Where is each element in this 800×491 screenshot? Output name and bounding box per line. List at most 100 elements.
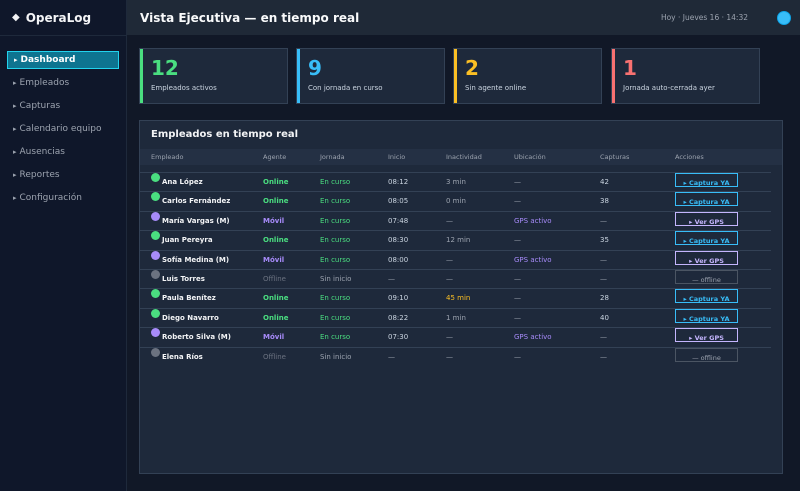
employee-name: Diego Navarro — [162, 313, 219, 322]
captures-count: 40 — [600, 313, 609, 322]
employee-name: Juan Pereyra — [162, 236, 213, 245]
idle-time: 0 min — [446, 197, 466, 206]
sidebar-item-empleados[interactable]: ▸ Empleados — [7, 74, 119, 92]
table-row: Ana López Online En curso 08:12 3 min — 42 ▸ Ca… — [140, 172, 771, 191]
agent-status: Móvil — [263, 333, 285, 342]
avatar[interactable] — [777, 11, 791, 25]
location: — — [514, 197, 521, 206]
column-header: Jornada — [320, 153, 345, 161]
start-time: 08:12 — [388, 178, 409, 186]
chevron-right-icon: ▸ — [14, 56, 18, 64]
captures-count: 35 — [600, 236, 609, 245]
column-header: Agente — [263, 153, 287, 161]
stat-card: 1 Jornada auto-cerrada ayer — [611, 48, 760, 104]
employee-name: Ana López — [162, 178, 203, 186]
page-title: Vista Ejecutiva — en tiempo real — [140, 10, 360, 25]
agent-status: Online — [263, 178, 289, 186]
start-time: 09:10 — [388, 294, 409, 303]
view-gps-button[interactable]: ▸ Ver GPS — [675, 211, 738, 226]
agent-status: Offline — [263, 274, 286, 283]
brand[interactable]: ◆ OperaLog — [0, 0, 126, 36]
sidebar-item-calendario-equipo[interactable]: ▸ Calendario equipo — [7, 120, 119, 138]
captures-count: — — [600, 352, 607, 361]
sidebar-item-ausencias[interactable]: ▸ Ausencias — [7, 143, 119, 161]
sidebar-item-label: Calendario equipo — [19, 124, 102, 134]
idle-time: — — [446, 274, 453, 283]
location: — — [514, 274, 521, 283]
stat-card: 12 Empleados activos — [139, 48, 288, 104]
table-header: Empleado Agente Jornada Inicio Inactividad Ub… — [140, 149, 782, 165]
current-date: Hoy · Jueves 16 · 14:32 — [660, 13, 748, 22]
capture-now-button[interactable]: ▸ Captura YA — [675, 308, 738, 323]
sidebar-item-capturas[interactable]: ▸ Capturas — [7, 97, 119, 115]
table-row: Elena Ríos Offline Sin inicio — — — — — offline — [140, 346, 771, 366]
panel-title: Empleados en tiempo real — [151, 129, 299, 140]
location: GPS activo — [514, 333, 552, 342]
diamond-icon: ◆ — [12, 12, 20, 23]
view-gps-button[interactable]: ▸ Ver GPS — [675, 328, 738, 343]
sidebar-item-label: Dashboard — [20, 55, 76, 65]
shift-status: En curso — [320, 313, 351, 322]
idle-time: 1 min — [446, 313, 466, 322]
captures-count: — — [600, 255, 607, 264]
status-dot — [151, 347, 160, 357]
sidebar-item-label: Reportes — [19, 170, 60, 180]
stats-row: 12 Empleados activos 9 Con jornada en curso… — [139, 48, 761, 104]
shift-status: En curso — [320, 178, 351, 186]
status-dot — [151, 269, 160, 279]
sidebar-item-dashboard[interactable]: ▸ Dashboard — [7, 51, 119, 69]
idle-time: — — [446, 352, 453, 361]
table-row: Diego Navarro Online En curso 08:22 1 min — 40… — [140, 307, 771, 327]
stat-accent — [612, 49, 615, 103]
status-dot — [151, 192, 160, 202]
capture-now-button[interactable]: ▸ Captura YA — [675, 192, 738, 207]
topbar: Vista Ejecutiva — en tiempo real Hoy · J… — [127, 0, 800, 36]
stat-card: 9 Con jornada en curso — [296, 48, 445, 104]
shift-status: En curso — [320, 294, 351, 303]
chevron-right-icon: ▸ — [13, 148, 17, 156]
employees-panel: Empleados en tiempo real Empleado Agente J… — [139, 120, 783, 474]
agent-status: Online — [263, 313, 289, 322]
stat-value: 1 — [623, 56, 637, 80]
table-body: Ana López Online En curso 08:12 3 min — 42 ▸ Ca… — [140, 172, 782, 366]
capture-now-button[interactable]: ▸ Captura YA — [675, 231, 738, 246]
shift-status: En curso — [320, 236, 351, 245]
capture-now-button[interactable]: ▸ Captura YA — [675, 173, 738, 187]
table-row: Sofía Medina (M) Móvil En curso 08:00 — GPS a… — [140, 249, 771, 269]
idle-time: 12 min — [446, 236, 471, 245]
table-row: Luis Torres Offline Sin inicio — — — — — offlin… — [140, 268, 771, 288]
status-dot — [151, 289, 160, 299]
capture-now-button[interactable]: ▸ Captura YA — [675, 289, 738, 304]
location: — — [514, 236, 521, 245]
sidebar-item-label: Empleados — [19, 78, 70, 88]
chevron-right-icon: ▸ — [13, 102, 17, 110]
stat-card: 2 Sin agente online — [453, 48, 602, 104]
start-time: 07:48 — [388, 216, 409, 225]
view-gps-button[interactable]: ▸ Ver GPS — [675, 250, 738, 265]
agent-status: Online — [263, 294, 289, 303]
column-header: Acciones — [675, 153, 704, 161]
chevron-right-icon: ▸ — [13, 171, 17, 179]
status-dot — [151, 211, 160, 221]
start-time: — — [388, 274, 395, 283]
shift-status: Sin inicio — [320, 352, 352, 361]
start-time: 08:05 — [388, 197, 409, 206]
employee-name: Sofía Medina (M) — [162, 255, 230, 264]
status-dot — [151, 250, 160, 260]
sidebar-nav: ▸ Dashboard ▸ Empleados ▸ Capturas ▸ Calendario… — [0, 36, 126, 207]
chevron-right-icon: ▸ — [13, 125, 17, 133]
idle-time: — — [446, 255, 453, 264]
agent-status: Móvil — [263, 255, 285, 264]
agent-status: Online — [263, 236, 289, 245]
sidebar-item-label: Ausencias — [19, 147, 65, 157]
stat-label: Sin agente online — [465, 84, 527, 92]
sidebar-item-reportes[interactable]: ▸ Reportes — [7, 166, 119, 184]
stat-label: Jornada auto-cerrada ayer — [623, 84, 715, 92]
column-header: Inactividad — [446, 153, 482, 161]
stat-label: Con jornada en curso — [308, 84, 383, 92]
start-time: 08:00 — [388, 255, 409, 264]
stat-label: Empleados activos — [151, 84, 217, 92]
sidebar-item-configuracion[interactable]: ▸ Configuración — [7, 189, 119, 207]
table-row: Roberto Silva (M) Móvil En curso 07:30 — GPS … — [140, 327, 771, 346]
status-dot — [151, 231, 160, 241]
